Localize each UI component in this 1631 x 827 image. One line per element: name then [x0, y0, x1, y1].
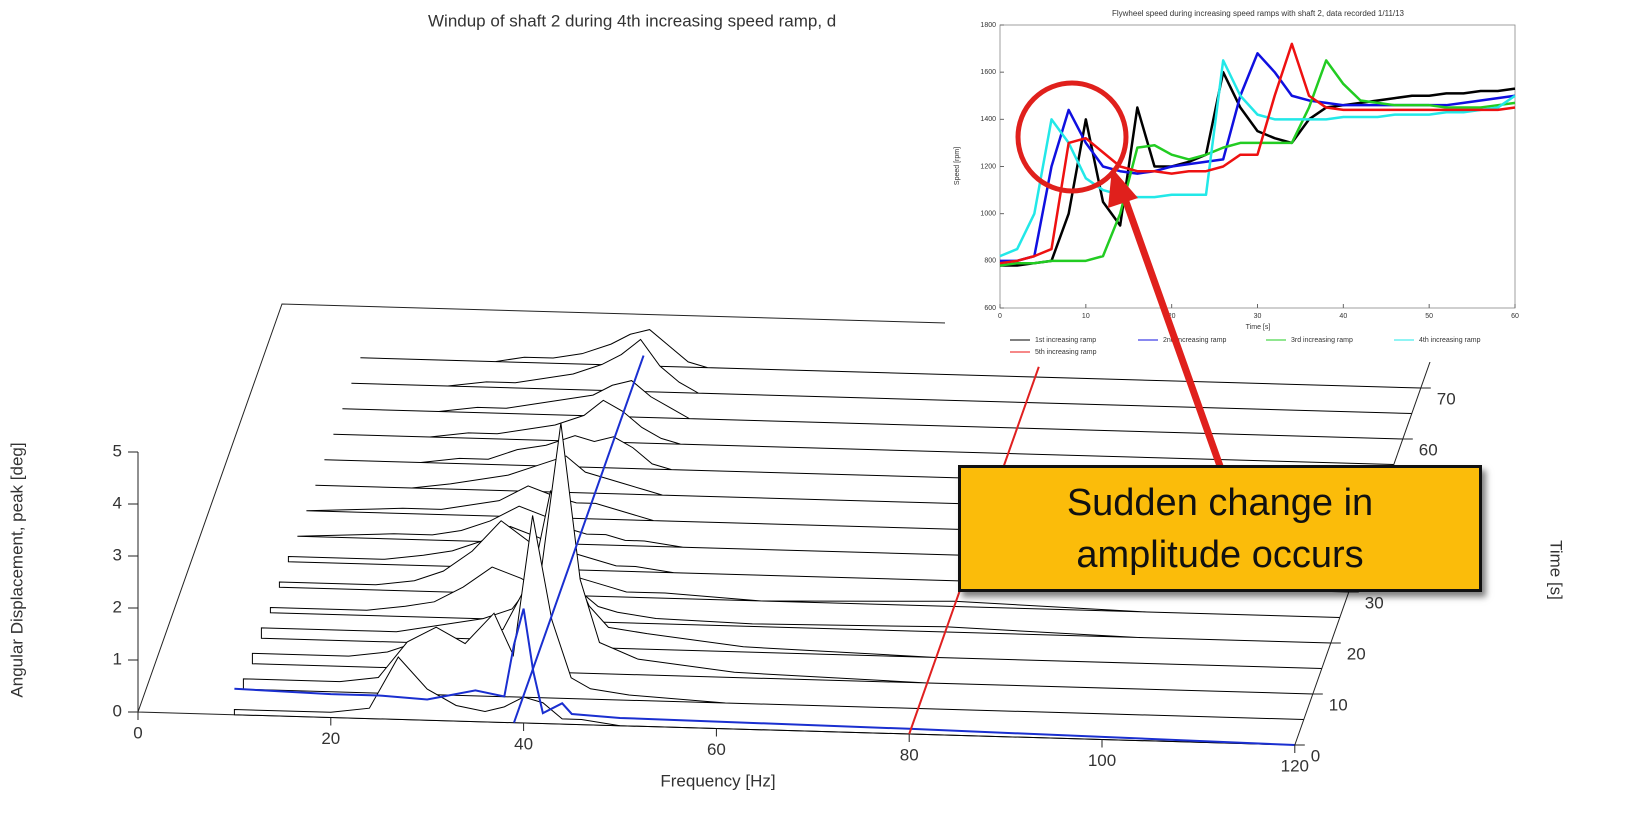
y-tick-label: 1600 [980, 69, 996, 76]
x-tick-label: 40 [514, 734, 533, 753]
spectrum-slice [342, 380, 1403, 440]
arrow-shaft [1120, 194, 1224, 468]
x-tick-label: 20 [1168, 313, 1176, 320]
x-tick-label: 50 [1425, 313, 1433, 320]
plot: 020406080100120012345010203040506070 [113, 303, 1456, 775]
x-tick-label: 80 [900, 745, 919, 764]
spectrum-slice [360, 329, 1421, 389]
legend-label: 1st increasing ramp [1035, 337, 1096, 344]
x-tick-label: 120 [1281, 756, 1309, 775]
spectrum-slice [333, 399, 1394, 465]
arrow-head [1108, 168, 1138, 208]
series-line [1000, 70, 1516, 267]
inset-x-label: Time [s] [1246, 324, 1271, 331]
y-tick-label: 800 [984, 258, 996, 265]
z-tick-label: 30 [1365, 593, 1384, 612]
chart-title: Windup of shaft 2 during 4th increasing … [428, 11, 836, 30]
x-tick-label: 100 [1088, 751, 1116, 770]
x-axis-label: Frequency [Hz] [660, 771, 775, 790]
x-tick-label: 0 [133, 723, 142, 742]
z-tick-label: 20 [1347, 644, 1366, 663]
y-tick-label: 600 [984, 305, 996, 312]
inset-title: Flywheel speed during increasing speed r… [1112, 9, 1405, 18]
y-tick-label: 2 [113, 597, 122, 616]
z-tick-label: 60 [1419, 440, 1438, 459]
legend-label: 4th increasing ramp [1419, 337, 1481, 344]
x-tick-label: 10 [1082, 313, 1090, 320]
z-tick-label: 0 [1311, 746, 1320, 765]
callout-text: amplitude occurs [1076, 533, 1364, 576]
x-tick-label: 40 [1339, 313, 1347, 320]
highlight-circle [1015, 80, 1129, 194]
main-plot: 020406080100120012345010203040506070 [113, 303, 1456, 775]
y-tick-label: 5 [113, 441, 122, 460]
x-tick-label: 60 [1511, 313, 1519, 320]
y-tick-label: 3 [113, 545, 122, 564]
y-tick-label: 4 [113, 493, 122, 512]
series-line [999, 59, 1516, 267]
x-tick-label: 20 [321, 729, 340, 748]
inset-y-label: Speed [rpm] [954, 147, 961, 185]
z-axis-label: Time [s] [1547, 540, 1566, 600]
trace-line [234, 608, 1295, 746]
y-tick-label: 1200 [980, 163, 996, 170]
spectrum-slice [351, 338, 1412, 414]
y-tick-label: 1400 [980, 116, 996, 123]
callout: Sudden change in amplitude occurs [958, 465, 1482, 592]
series-line [999, 42, 1516, 265]
legend-label: 5th increasing ramp [1035, 349, 1097, 356]
x-tick-label: 30 [1254, 313, 1262, 320]
z-tick-label: 10 [1329, 695, 1348, 714]
y-axis-label: Angular Displacement, peak [deg] [7, 442, 26, 697]
y-tick-label: 1 [113, 649, 122, 668]
x-tick-label: 60 [707, 740, 726, 759]
y-tick-label: 1800 [980, 22, 996, 29]
callout-text: Sudden change in [1066, 481, 1374, 524]
series-line [999, 59, 1516, 258]
z-tick-label: 70 [1437, 389, 1456, 408]
spectrum-slice [242, 515, 1304, 720]
trace-line [513, 355, 645, 724]
y-tick-label: 0 [113, 701, 122, 720]
x-tick-label: 0 [998, 313, 1002, 320]
legend-label: 2nd increasing ramp [1163, 337, 1227, 344]
y-tick-label: 1000 [980, 211, 996, 218]
legend-label: 3rd increasing ramp [1291, 337, 1353, 344]
